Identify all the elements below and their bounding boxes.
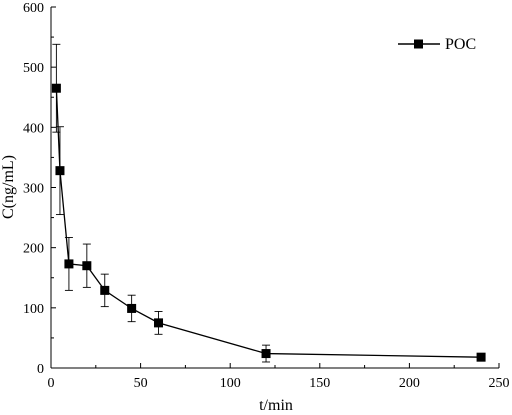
y-tick-label: 600 — [23, 1, 44, 16]
data-point — [127, 303, 137, 313]
y-tick-label: 300 — [23, 182, 44, 197]
error-bars — [52, 43, 271, 363]
data-point — [261, 349, 271, 359]
data-point — [476, 352, 486, 362]
data-point — [51, 83, 61, 93]
axes — [50, 7, 499, 369]
x-tick-label: 250 — [489, 376, 510, 391]
data-point — [154, 318, 164, 328]
data-point — [55, 166, 65, 176]
y-axis-ticks: 0 100 200 300 400 500 600 — [23, 1, 56, 377]
y-axis-title: C(ng/mL) — [0, 155, 17, 219]
y-tick-label: 100 — [23, 302, 44, 317]
x-tick-label: 200 — [399, 376, 420, 391]
series-line-poc — [55, 88, 482, 358]
x-tick-label: 150 — [309, 376, 330, 391]
legend-marker — [414, 39, 423, 49]
y-tick-label: 400 — [23, 121, 44, 136]
data-point — [100, 285, 110, 295]
x-tick-label: 0 — [48, 376, 55, 391]
x-tick-label: 50 — [134, 376, 148, 391]
series-poc — [51, 83, 486, 362]
data-point — [64, 259, 74, 269]
legend-label-poc: POC — [445, 36, 476, 53]
data-point — [82, 261, 92, 271]
y-tick-label: 0 — [37, 362, 44, 377]
legend: POC — [398, 36, 476, 53]
y-tick-label: 200 — [23, 242, 44, 257]
x-tick-label: 100 — [220, 376, 241, 391]
x-axis-title: t/min — [259, 397, 293, 414]
y-tick-label: 500 — [23, 61, 44, 76]
x-axis-ticks: 0 50 100 150 200 250 — [48, 363, 510, 391]
